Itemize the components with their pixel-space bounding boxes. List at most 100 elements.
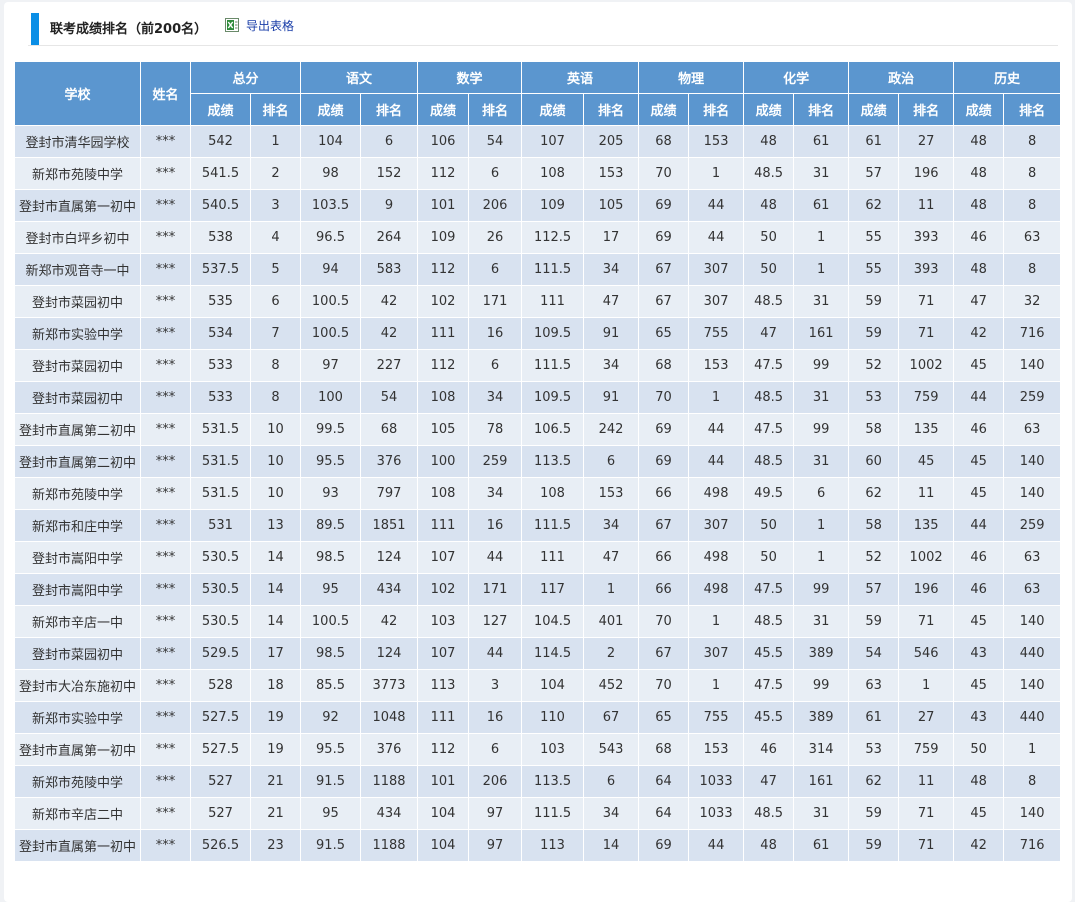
cell-value: 135 [898, 413, 955, 446]
cell-value: 26 [468, 221, 523, 254]
cell-value: 759 [898, 733, 955, 766]
cell-value: 1188 [360, 765, 419, 798]
cell-value: 6 [468, 349, 523, 382]
cell-value: 57 [848, 157, 900, 190]
cell-value: 1033 [688, 765, 745, 798]
cell-value: 307 [688, 637, 745, 670]
cell-school: 新郑市观音寺一中 [14, 253, 141, 286]
cell-value: 307 [688, 253, 745, 286]
cell-value: 100 [417, 445, 470, 478]
cell-value: 48.5 [743, 381, 795, 414]
cell-value: 111.5 [521, 253, 585, 286]
cell-value: 440 [1003, 637, 1062, 670]
cell-school: 登封市大冶东施初中 [14, 669, 141, 702]
cell-value: 63 [1003, 541, 1062, 574]
cell-value: 111.5 [521, 509, 585, 542]
column-header-rank: 排名 [1003, 93, 1062, 126]
score-ranking-table: 学校 姓名 总分 语文 数学 英语 物理 化学 政治 历史 成绩 排名 成绩 排名 成绩 排名 成绩 排名 成绩 排名… [14, 61, 1062, 862]
cell-value: 14 [249, 541, 302, 574]
cell-value: 538 [190, 221, 251, 254]
cell-value: 543 [583, 733, 640, 766]
cell-value: 47.5 [743, 413, 795, 446]
cell-value: 45 [898, 445, 955, 478]
cell-value: 101 [417, 189, 470, 222]
cell-value: 529.5 [190, 637, 251, 670]
cell-school: 登封市白坪乡初中 [14, 221, 141, 254]
cell-value: 34 [468, 381, 523, 414]
cell-value: 112 [417, 349, 470, 382]
cell-value: 45.5 [743, 637, 795, 670]
cell-value: 6 [468, 157, 523, 190]
cell-school: 登封市清华园学校 [14, 125, 141, 158]
export-table-link[interactable]: 导出表格 [246, 19, 295, 33]
column-header-rank: 排名 [793, 93, 850, 126]
cell-value: 108 [521, 157, 585, 190]
cell-value: 19 [249, 701, 302, 734]
cell-value: 44 [468, 541, 523, 574]
cell-value: 34 [583, 509, 640, 542]
cell-value: 61 [848, 701, 900, 734]
cell-value: 6 [583, 445, 640, 478]
cell-value: 21 [249, 765, 302, 798]
cell-value: 54 [360, 381, 419, 414]
cell-value: 55 [848, 221, 900, 254]
cell-value: 1 [793, 253, 850, 286]
cell-value: 100.5 [300, 605, 362, 638]
cell-value: 48 [953, 253, 1005, 286]
cell-value: 755 [688, 317, 745, 350]
cell-value: 62 [848, 765, 900, 798]
cell-school: 登封市直属第二初中 [14, 413, 141, 446]
cell-value: 68 [638, 125, 690, 158]
cell-value: 196 [898, 157, 955, 190]
cell-value: 531.5 [190, 445, 251, 478]
cell-value: 70 [638, 381, 690, 414]
cell-name: *** [140, 637, 191, 670]
cell-value: 540.5 [190, 189, 251, 222]
cell-value: 111 [521, 541, 585, 574]
cell-value: 97 [468, 829, 523, 862]
cell-value: 17 [249, 637, 302, 670]
cell-value: 11 [898, 189, 955, 222]
cell-value: 46 [743, 733, 795, 766]
cell-value: 19 [249, 733, 302, 766]
cell-value: 376 [360, 733, 419, 766]
table-row: 登封市嵩阳中学 *** 530.5 14 95 434 102 171 117 1 66 498 47.… [14, 573, 1062, 606]
table-row: 新郑市苑陵中学 *** 541.5 2 98 152 112 6 108 153 70 1 48.5 31… [14, 157, 1062, 190]
cell-value: 102 [417, 573, 470, 606]
cell-value: 45.5 [743, 701, 795, 734]
cell-value: 103 [417, 605, 470, 638]
cell-value: 104 [521, 669, 585, 702]
column-header-subject: 物理 [638, 61, 745, 94]
excel-icon[interactable] [225, 18, 239, 32]
column-header-score: 成绩 [848, 93, 900, 126]
cell-value: 107 [417, 637, 470, 670]
cell-value: 140 [1003, 445, 1062, 478]
cell-value: 307 [688, 285, 745, 318]
cell-school: 新郑市苑陵中学 [14, 765, 141, 798]
cell-value: 105 [417, 413, 470, 446]
cell-value: 109.5 [521, 381, 585, 414]
cell-value: 32 [1003, 285, 1062, 318]
cell-name: *** [140, 253, 191, 286]
cell-value: 50 [743, 253, 795, 286]
table-row: 登封市大冶东施初中 *** 528 18 85.5 3773 113 3 104 452 70 1 47… [14, 669, 1062, 702]
cell-value: 546 [898, 637, 955, 670]
table-row: 登封市白坪乡初中 *** 538 4 96.5 264 109 26 112.5 17 69 44 50… [14, 221, 1062, 254]
cell-value: 53 [848, 381, 900, 414]
cell-value: 6 [360, 125, 419, 158]
cell-value: 64 [638, 797, 690, 830]
cell-value: 71 [898, 797, 955, 830]
cell-value: 48 [953, 125, 1005, 158]
cell-value: 153 [688, 733, 745, 766]
cell-value: 97 [468, 797, 523, 830]
cell-value: 21 [249, 797, 302, 830]
cell-value: 111 [417, 701, 470, 734]
cell-name: *** [140, 573, 191, 606]
cell-value: 140 [1003, 349, 1062, 382]
cell-value: 47 [583, 541, 640, 574]
cell-value: 108 [521, 477, 585, 510]
cell-value: 18 [249, 669, 302, 702]
cell-value: 113 [417, 669, 470, 702]
cell-value: 389 [793, 637, 850, 670]
cell-value: 114.5 [521, 637, 585, 670]
